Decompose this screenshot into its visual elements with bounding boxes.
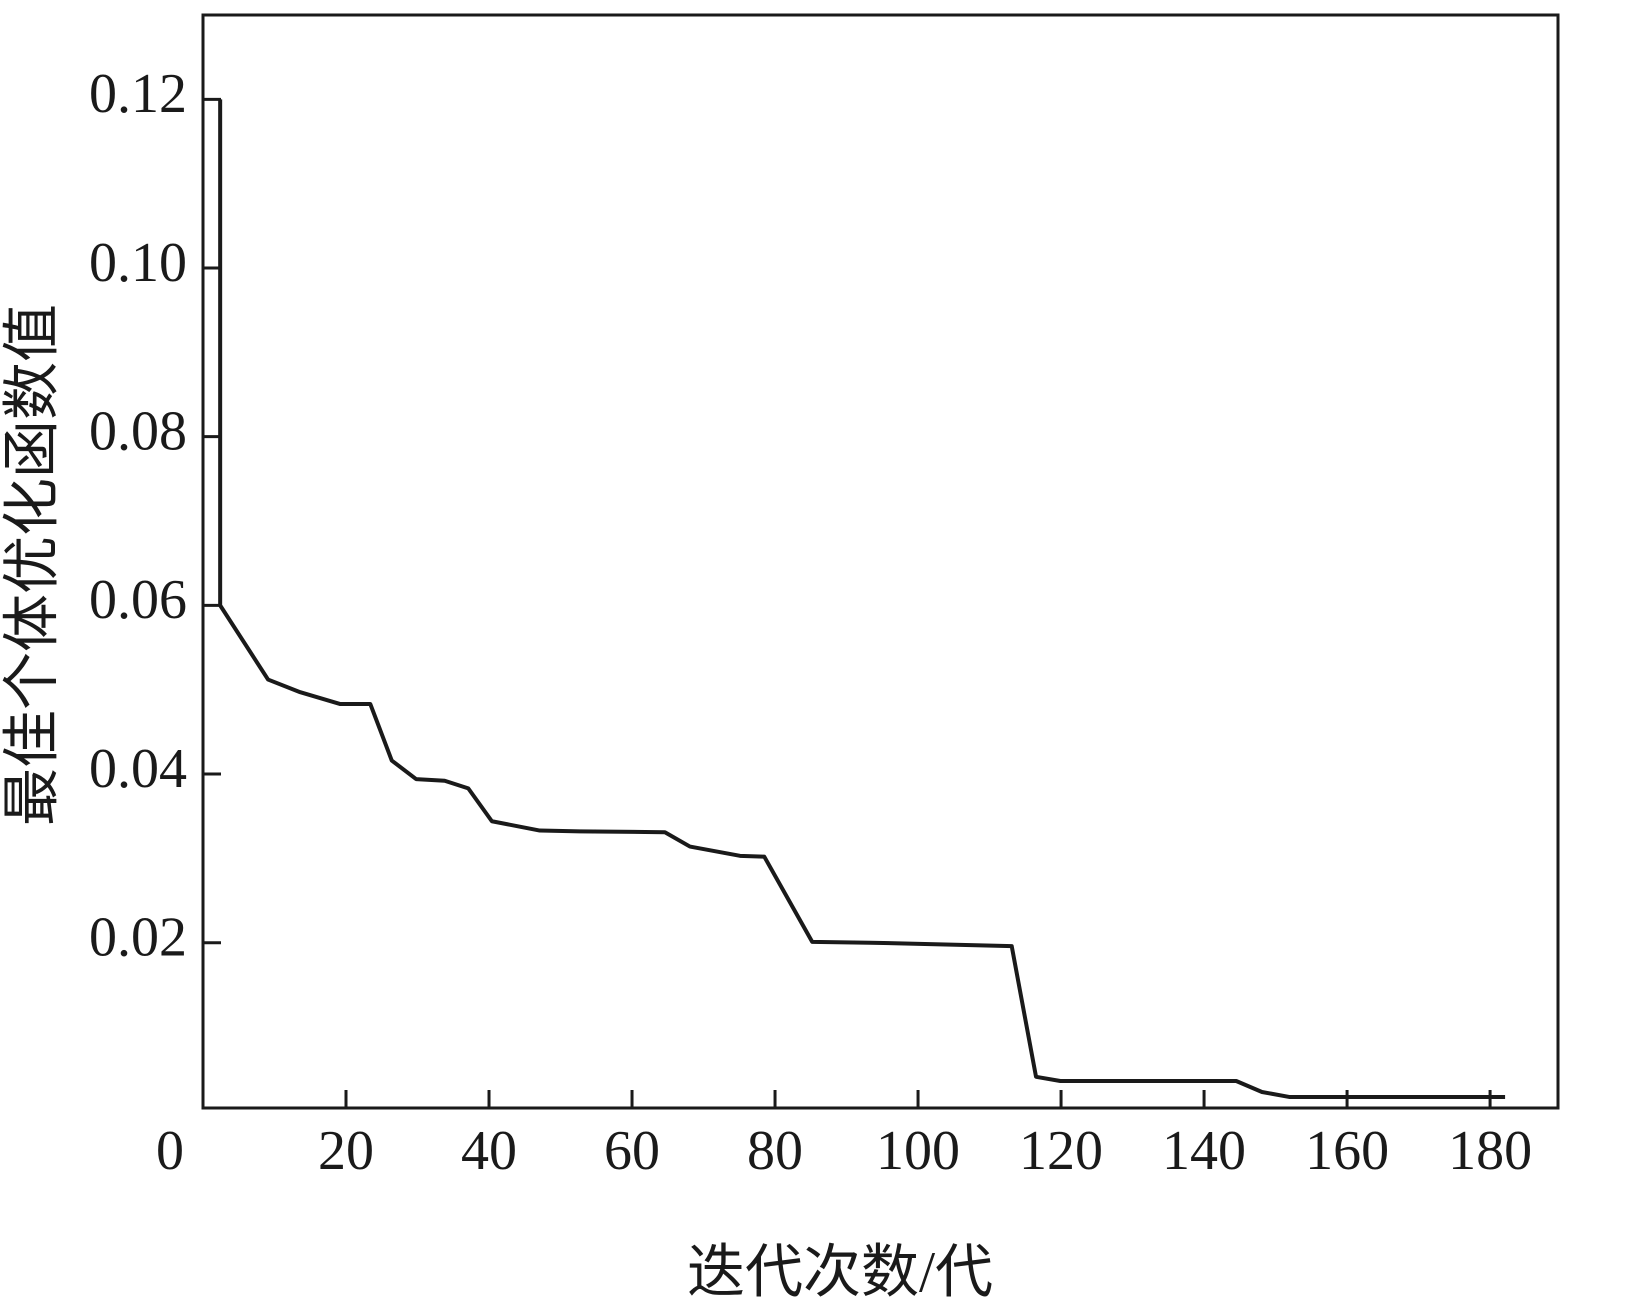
- line: [218, 99, 1506, 1100]
- x-tick-label: 140: [1162, 1120, 1246, 1182]
- y-tick-label: 0.12: [89, 63, 187, 125]
- x-tick-label: 180: [1448, 1120, 1532, 1182]
- y-tick-label: 0.06: [89, 569, 187, 631]
- y-tick-label: 0.10: [89, 232, 187, 294]
- y-axis-title: 最佳个体优化函数值: [0, 304, 64, 826]
- x-tick-label: 100: [876, 1120, 960, 1182]
- x-tick-label: 80: [747, 1120, 803, 1182]
- y-tick-label: 0.04: [89, 738, 187, 800]
- y-tick-label: 0.02: [89, 907, 187, 969]
- x-tick-label: 160: [1305, 1120, 1389, 1182]
- x-tick-label: 120: [1019, 1120, 1103, 1182]
- x-tick-label: 20: [318, 1120, 374, 1182]
- x-axis-title: 迭代次数/代: [687, 1239, 993, 1304]
- x-tick-label: 60: [604, 1120, 660, 1182]
- x-tick-label: 0: [156, 1120, 184, 1182]
- plot-frame: [201, 13, 1560, 1110]
- y-tick-label: 0.08: [89, 401, 187, 463]
- x-tick-label: 40: [461, 1120, 517, 1182]
